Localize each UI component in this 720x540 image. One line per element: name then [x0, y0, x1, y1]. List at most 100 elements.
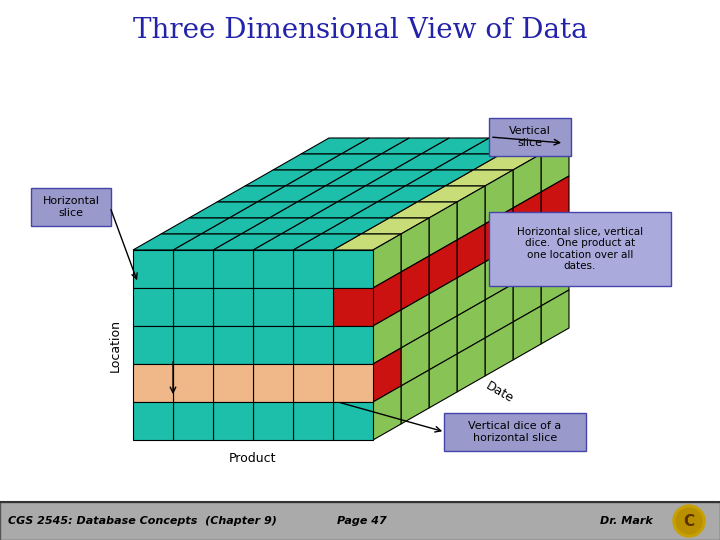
Polygon shape: [429, 202, 457, 256]
Text: Vertical
slice: Vertical slice: [509, 126, 551, 148]
FancyBboxPatch shape: [489, 212, 671, 286]
Polygon shape: [253, 402, 293, 440]
Polygon shape: [485, 208, 513, 262]
Polygon shape: [429, 316, 457, 370]
Circle shape: [673, 505, 705, 537]
Polygon shape: [217, 186, 285, 202]
Polygon shape: [393, 154, 461, 170]
Polygon shape: [373, 310, 401, 364]
Polygon shape: [485, 170, 513, 224]
Bar: [0, 502, 720, 540]
Text: Location: Location: [109, 319, 122, 372]
Polygon shape: [321, 218, 389, 234]
Polygon shape: [253, 250, 293, 288]
Polygon shape: [253, 326, 293, 364]
Polygon shape: [297, 186, 365, 202]
Polygon shape: [513, 192, 541, 246]
Polygon shape: [405, 170, 473, 186]
Polygon shape: [133, 402, 173, 440]
Polygon shape: [189, 202, 257, 218]
Polygon shape: [377, 186, 445, 202]
Polygon shape: [333, 326, 373, 364]
Text: Three Dimensional View of Data: Three Dimensional View of Data: [132, 17, 588, 44]
Polygon shape: [333, 288, 373, 326]
Polygon shape: [293, 250, 333, 288]
Polygon shape: [401, 332, 429, 386]
Polygon shape: [313, 154, 381, 170]
Polygon shape: [201, 218, 269, 234]
Text: Date: Date: [482, 379, 516, 405]
Polygon shape: [133, 364, 173, 402]
Polygon shape: [513, 230, 541, 284]
Polygon shape: [273, 154, 341, 170]
Polygon shape: [445, 170, 513, 186]
Text: C: C: [683, 514, 695, 529]
Polygon shape: [229, 202, 297, 218]
Polygon shape: [501, 138, 569, 154]
Polygon shape: [133, 234, 201, 250]
Polygon shape: [173, 250, 213, 288]
Polygon shape: [373, 272, 401, 326]
Polygon shape: [417, 186, 485, 202]
Polygon shape: [281, 218, 349, 234]
Polygon shape: [457, 338, 485, 392]
Polygon shape: [337, 186, 405, 202]
Polygon shape: [541, 290, 569, 344]
Text: Horizontal slice, vertical
dice.  One product at
one location over all
dates.: Horizontal slice, vertical dice. One pro…: [517, 227, 643, 272]
Polygon shape: [541, 138, 569, 192]
Text: Product: Product: [229, 451, 276, 464]
Polygon shape: [213, 288, 253, 326]
Polygon shape: [401, 256, 429, 310]
Polygon shape: [293, 326, 333, 364]
Polygon shape: [285, 170, 353, 186]
Polygon shape: [473, 154, 541, 170]
Polygon shape: [541, 214, 569, 268]
Polygon shape: [173, 402, 213, 440]
Text: Dr. Mark: Dr. Mark: [600, 516, 653, 526]
FancyBboxPatch shape: [489, 118, 571, 156]
Circle shape: [676, 508, 702, 534]
Polygon shape: [341, 138, 409, 154]
Polygon shape: [133, 326, 173, 364]
Polygon shape: [421, 138, 489, 154]
Polygon shape: [293, 234, 361, 250]
Polygon shape: [173, 364, 213, 402]
Polygon shape: [401, 370, 429, 424]
Polygon shape: [269, 202, 337, 218]
Polygon shape: [173, 234, 241, 250]
Polygon shape: [213, 250, 253, 288]
Polygon shape: [429, 278, 457, 332]
Polygon shape: [213, 234, 281, 250]
Polygon shape: [457, 186, 485, 240]
Polygon shape: [485, 284, 513, 338]
Polygon shape: [333, 364, 373, 402]
Polygon shape: [161, 218, 229, 234]
Polygon shape: [365, 170, 433, 186]
Polygon shape: [485, 322, 513, 376]
Polygon shape: [429, 354, 457, 408]
Polygon shape: [513, 268, 541, 322]
Polygon shape: [301, 138, 369, 154]
Polygon shape: [361, 218, 429, 234]
FancyBboxPatch shape: [444, 413, 586, 451]
Polygon shape: [457, 262, 485, 316]
Polygon shape: [257, 186, 325, 202]
Polygon shape: [485, 246, 513, 300]
Polygon shape: [541, 176, 569, 230]
Polygon shape: [213, 326, 253, 364]
Polygon shape: [253, 288, 293, 326]
Polygon shape: [401, 294, 429, 348]
Polygon shape: [373, 348, 401, 402]
Polygon shape: [245, 170, 313, 186]
Polygon shape: [293, 364, 333, 402]
Text: Horizontal
slice: Horizontal slice: [42, 196, 99, 218]
Polygon shape: [353, 154, 421, 170]
Polygon shape: [173, 288, 213, 326]
Polygon shape: [293, 288, 333, 326]
Polygon shape: [433, 154, 501, 170]
Polygon shape: [173, 326, 213, 364]
Polygon shape: [133, 250, 173, 288]
Polygon shape: [461, 138, 529, 154]
FancyBboxPatch shape: [31, 188, 111, 226]
Polygon shape: [381, 138, 449, 154]
